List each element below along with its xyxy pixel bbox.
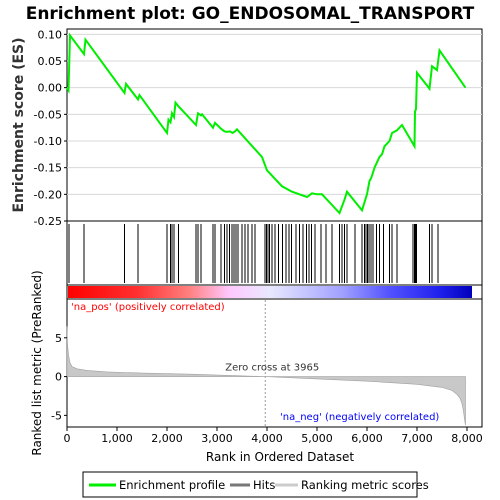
rank-color-bar (68, 286, 472, 298)
legend-label-enrichment: Enrichment profile (119, 478, 225, 492)
es-y-ticks: 0.10 0.05 0.00 -0.05 -0.10 -0.15 -0.20 -0.25 (34, 28, 67, 228)
x-tick-label: 2,000 (151, 432, 183, 445)
metric-panel-frame (66, 298, 483, 428)
neg-correlated-label: 'na_neg' (negatively correlated) (280, 412, 439, 423)
metric-y-axis-label: Ranked list metric (PreRanked) (30, 270, 44, 455)
x-tick-label: 8,000 (451, 432, 483, 445)
metric-panel: Zero cross at 3965 'na_pos' (positively … (30, 270, 483, 464)
x-tick-label: 3,000 (201, 432, 233, 445)
metric-y-tick-label: 5 (55, 332, 62, 345)
hit-lines (68, 224, 439, 283)
metric-y-ticks: 5 0 -5 (51, 332, 67, 422)
hits-panel (66, 220, 483, 286)
es-y-tick-label: 0.00 (38, 82, 63, 95)
zero-cross-label: Zero cross at 3965 (225, 363, 319, 374)
es-y-tick-label: 0.10 (38, 28, 63, 41)
enrichment-profile-line (66, 32, 467, 215)
x-tick-label: 4,000 (251, 432, 283, 445)
x-tick-label: 5,000 (301, 432, 333, 445)
x-tick-label: 7,000 (401, 432, 433, 445)
pos-correlated-label: 'na_pos' (positively correlated) (71, 302, 225, 313)
es-y-tick-label: -0.05 (34, 108, 62, 121)
legend: Enrichment profile Hits Ranking metric s… (82, 471, 429, 498)
es-y-tick-label: -0.25 (34, 215, 62, 228)
legend-label-hits: Hits (253, 478, 275, 492)
x-tick-label: 0 (64, 432, 71, 445)
ranking-metric-area (66, 326, 466, 426)
es-y-axis-label: Enrichment score (ES) (11, 37, 27, 212)
es-grid (67, 33, 482, 222)
x-tick-label: 6,000 (351, 432, 383, 445)
es-panel: 0.10 0.05 0.00 -0.05 -0.10 -0.15 -0.20 -0.25 En… (11, 28, 483, 228)
es-y-tick-label: -0.20 (34, 188, 62, 201)
legend-label-metric: Ranking metric scores (301, 478, 429, 492)
metric-x-ticks: 0 1,000 2,000 3,000 4,000 5,000 6,000 7,000 8,00… (64, 427, 483, 445)
es-y-tick-label: 0.05 (38, 55, 63, 68)
metric-y-tick-label: 0 (55, 371, 62, 384)
metric-y-tick-label: -5 (51, 409, 62, 422)
es-panel-frame (66, 28, 483, 222)
x-tick-label: 1,000 (101, 432, 133, 445)
es-y-tick-label: -0.15 (34, 162, 62, 175)
x-axis-label: Rank in Ordered Dataset (206, 450, 354, 464)
chart-title: Enrichment plot: GO_ENDOSOMAL_TRANSPORT (26, 4, 475, 24)
es-y-tick-label: -0.10 (34, 135, 62, 148)
